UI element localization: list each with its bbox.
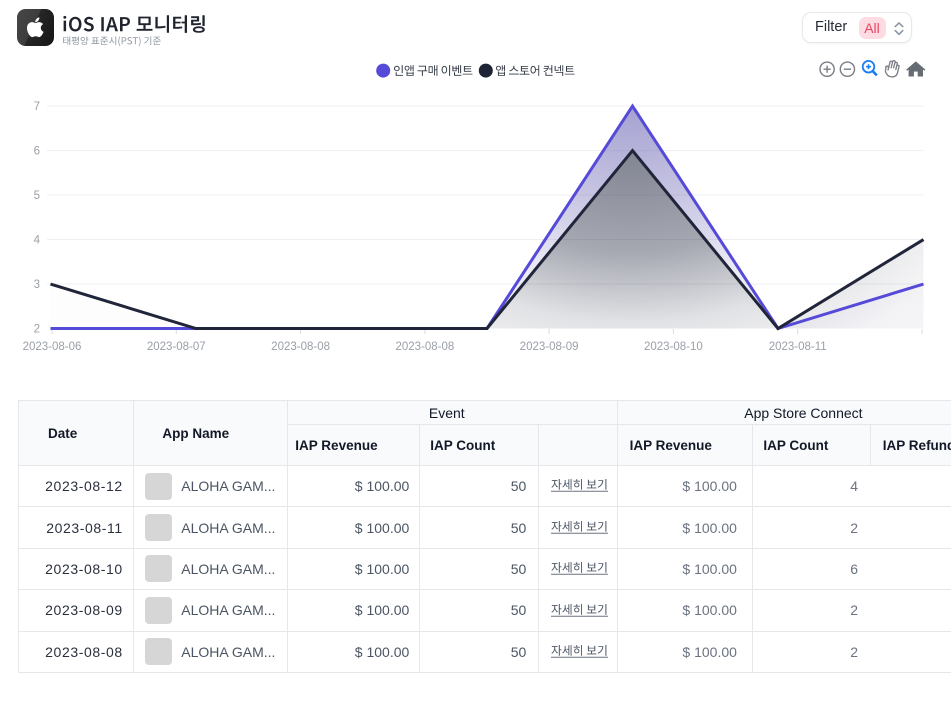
svg-text:3: 3 [34, 279, 40, 291]
svg-text:7: 7 [34, 101, 40, 113]
svg-text:2023-08-08: 2023-08-08 [271, 341, 330, 353]
svg-text:2023-08-10: 2023-08-10 [644, 341, 703, 353]
svg-text:2023-08-11: 2023-08-11 [769, 341, 827, 353]
svg-text:2023-08-07: 2023-08-07 [147, 341, 206, 353]
svg-text:2: 2 [34, 324, 40, 336]
svg-text:5: 5 [34, 190, 40, 202]
svg-text:2023-08-09: 2023-08-09 [520, 341, 579, 353]
svg-text:6: 6 [34, 146, 40, 158]
svg-text:2023-08-06: 2023-08-06 [23, 341, 82, 353]
svg-text:4: 4 [34, 235, 41, 247]
svg-text:2023-08-08: 2023-08-08 [395, 341, 454, 353]
